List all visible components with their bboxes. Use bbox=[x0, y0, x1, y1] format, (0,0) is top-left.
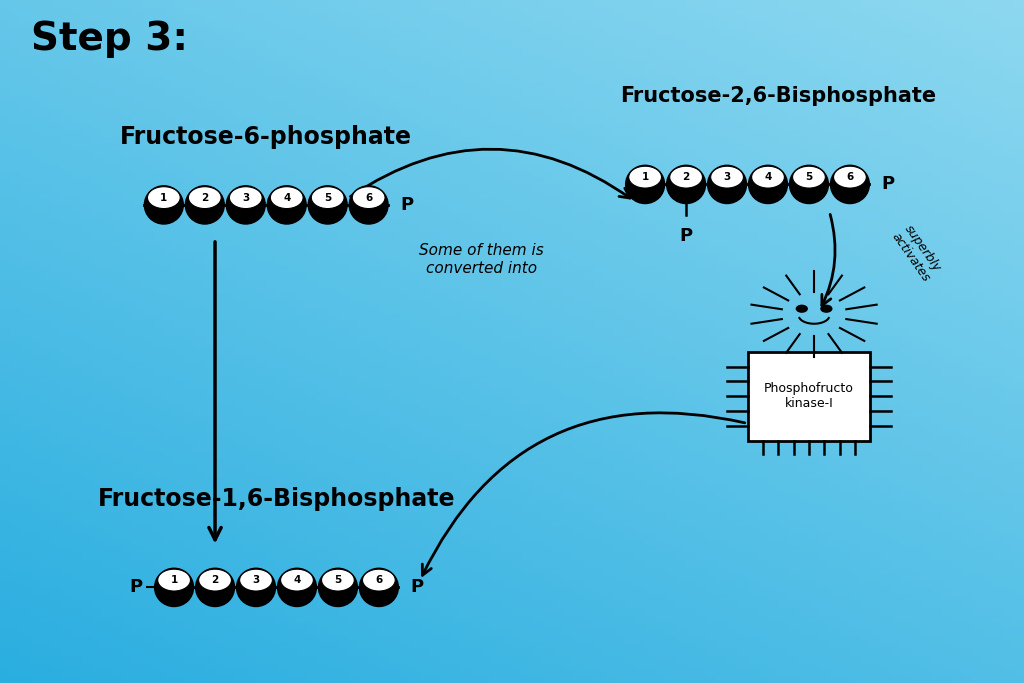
Ellipse shape bbox=[708, 165, 746, 204]
Text: P: P bbox=[882, 176, 895, 193]
Circle shape bbox=[796, 305, 808, 313]
Text: 3: 3 bbox=[252, 575, 260, 585]
Circle shape bbox=[834, 166, 866, 188]
Text: P: P bbox=[411, 579, 424, 596]
Text: 5: 5 bbox=[805, 172, 813, 182]
Text: 4: 4 bbox=[283, 193, 291, 203]
Circle shape bbox=[752, 166, 784, 188]
Text: P: P bbox=[680, 227, 692, 245]
Circle shape bbox=[270, 186, 303, 208]
Text: 2: 2 bbox=[201, 193, 209, 203]
Ellipse shape bbox=[155, 568, 194, 607]
Ellipse shape bbox=[237, 568, 275, 607]
Ellipse shape bbox=[349, 186, 388, 224]
Text: 3: 3 bbox=[723, 172, 731, 182]
Text: Some of them is
converted into: Some of them is converted into bbox=[419, 243, 544, 276]
Text: 6: 6 bbox=[365, 193, 373, 203]
Ellipse shape bbox=[144, 186, 183, 224]
Text: 3: 3 bbox=[242, 193, 250, 203]
Text: 4: 4 bbox=[293, 575, 301, 585]
Text: 5: 5 bbox=[334, 575, 342, 585]
Circle shape bbox=[311, 186, 344, 208]
Text: 2: 2 bbox=[682, 172, 690, 182]
Ellipse shape bbox=[226, 186, 265, 224]
Text: 1: 1 bbox=[641, 172, 649, 182]
Ellipse shape bbox=[626, 165, 665, 204]
Circle shape bbox=[199, 569, 231, 591]
Text: Step 3:: Step 3: bbox=[31, 20, 187, 59]
Text: 6: 6 bbox=[846, 172, 854, 182]
Ellipse shape bbox=[790, 165, 828, 204]
Text: 5: 5 bbox=[324, 193, 332, 203]
Ellipse shape bbox=[278, 568, 316, 607]
Circle shape bbox=[281, 569, 313, 591]
Ellipse shape bbox=[318, 568, 357, 607]
Circle shape bbox=[322, 569, 354, 591]
Circle shape bbox=[158, 569, 190, 591]
Text: Fructose-2,6-Bisphosphate: Fructose-2,6-Bisphosphate bbox=[621, 85, 936, 106]
Ellipse shape bbox=[359, 568, 398, 607]
Text: 1: 1 bbox=[170, 575, 178, 585]
Ellipse shape bbox=[267, 186, 306, 224]
Text: 6: 6 bbox=[375, 575, 383, 585]
Text: P: P bbox=[400, 196, 414, 214]
Ellipse shape bbox=[185, 186, 224, 224]
FancyBboxPatch shape bbox=[748, 352, 870, 441]
Circle shape bbox=[188, 186, 221, 208]
Circle shape bbox=[240, 569, 272, 591]
Circle shape bbox=[352, 186, 385, 208]
Ellipse shape bbox=[196, 568, 234, 607]
Ellipse shape bbox=[749, 165, 787, 204]
Circle shape bbox=[711, 166, 743, 188]
Text: 2: 2 bbox=[211, 575, 219, 585]
Text: Phosphofructo
kinase-I: Phosphofructo kinase-I bbox=[764, 382, 854, 410]
Ellipse shape bbox=[308, 186, 347, 224]
Text: Fructose-6-phosphate: Fructose-6-phosphate bbox=[120, 124, 413, 149]
Ellipse shape bbox=[830, 165, 869, 204]
Text: P: P bbox=[129, 579, 142, 596]
Circle shape bbox=[820, 305, 833, 313]
Circle shape bbox=[147, 186, 180, 208]
Circle shape bbox=[229, 186, 262, 208]
Circle shape bbox=[362, 569, 395, 591]
Circle shape bbox=[670, 166, 702, 188]
Circle shape bbox=[793, 166, 825, 188]
Text: 4: 4 bbox=[764, 172, 772, 182]
Text: Fructose-1,6-Bisphosphate: Fructose-1,6-Bisphosphate bbox=[97, 486, 456, 511]
Ellipse shape bbox=[667, 165, 706, 204]
Text: superbly
activates: superbly activates bbox=[889, 221, 944, 284]
Circle shape bbox=[629, 166, 662, 188]
Text: 1: 1 bbox=[160, 193, 168, 203]
